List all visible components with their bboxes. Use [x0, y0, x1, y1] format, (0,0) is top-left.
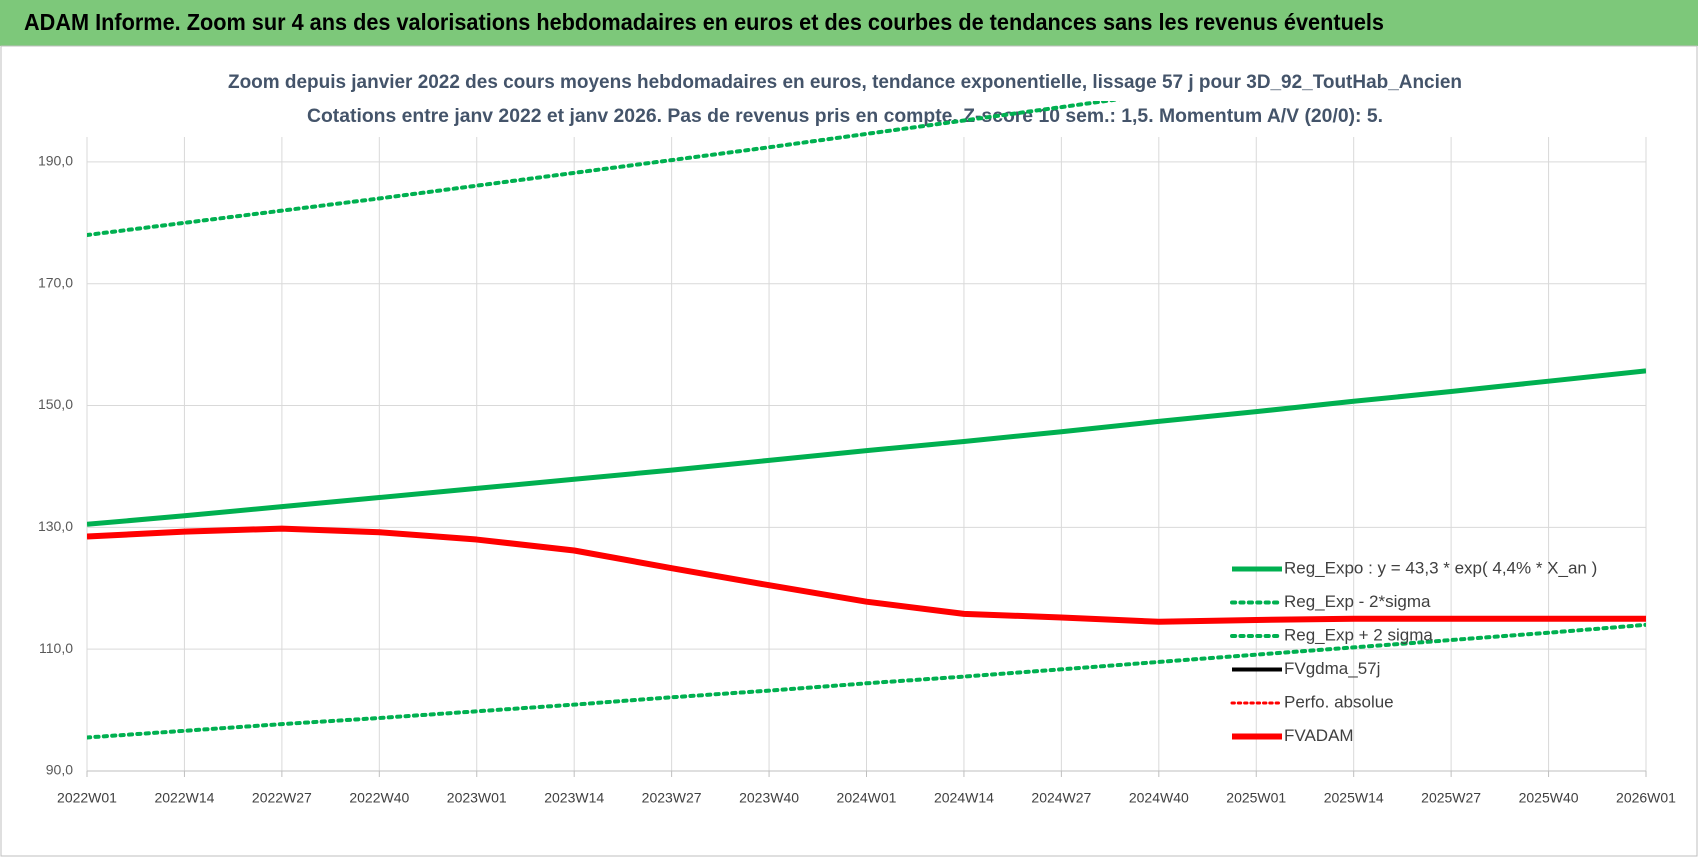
x-tick-label: 2022W40	[349, 790, 409, 806]
legend-label: Reg_Exp + 2 sigma	[1284, 625, 1433, 644]
y-tick-label: 190,0	[38, 153, 73, 169]
series-line	[87, 525, 1646, 625]
x-tick-label: 2025W40	[1519, 790, 1579, 806]
x-tick-label: 2024W40	[1129, 790, 1189, 806]
chart-title: Zoom depuis janvier 2022 des cours moyen…	[228, 72, 1462, 93]
x-tick-label: 2026W01	[1616, 790, 1676, 806]
legend-label: FVADAM	[1284, 726, 1354, 745]
legend-label: Perfo. absolue	[1284, 692, 1394, 711]
plot-area	[87, 101, 1646, 740]
x-tick-label: 2023W01	[447, 790, 507, 806]
x-tick-label: 2025W01	[1226, 790, 1286, 806]
chart-subtitle: Cotations entre janv 2022 et janv 2026. …	[307, 106, 1383, 127]
y-tick-label: 90,0	[46, 762, 73, 778]
header-band	[0, 0, 1698, 46]
series-line	[87, 101, 1121, 237]
x-tick-label: 2023W40	[739, 790, 799, 806]
legend-label: FVgdma_57j	[1284, 659, 1380, 678]
x-tick-label: 2025W27	[1421, 790, 1481, 806]
x-tick-label: 2022W27	[252, 790, 312, 806]
y-tick-label: 170,0	[38, 274, 73, 290]
x-tick-label: 2025W14	[1324, 790, 1384, 806]
legend-label: Reg_Expo : y = 43,3 * exp( 4,4% * X_an )	[1284, 558, 1597, 577]
x-tick-label: 2023W27	[642, 790, 702, 806]
y-tick-label: 130,0	[38, 518, 73, 534]
x-tick-label: 2024W01	[837, 790, 897, 806]
x-tick-label: 2022W14	[154, 790, 214, 806]
x-tick-label: 2022W01	[57, 790, 117, 806]
x-tick-label: 2024W14	[934, 790, 994, 806]
y-tick-label: 150,0	[38, 396, 73, 412]
legend-label: Reg_Exp - 2*sigma	[1284, 592, 1431, 611]
series-line	[87, 368, 1646, 527]
x-tick-label: 2023W14	[544, 790, 604, 806]
y-tick-label: 110,0	[39, 640, 73, 656]
series-line	[87, 622, 1646, 740]
frame	[0, 45, 1698, 857]
x-tick-label: 2024W27	[1031, 790, 1091, 806]
header-title: ADAM Informe. Zoom sur 4 ans des valoris…	[24, 9, 1384, 35]
